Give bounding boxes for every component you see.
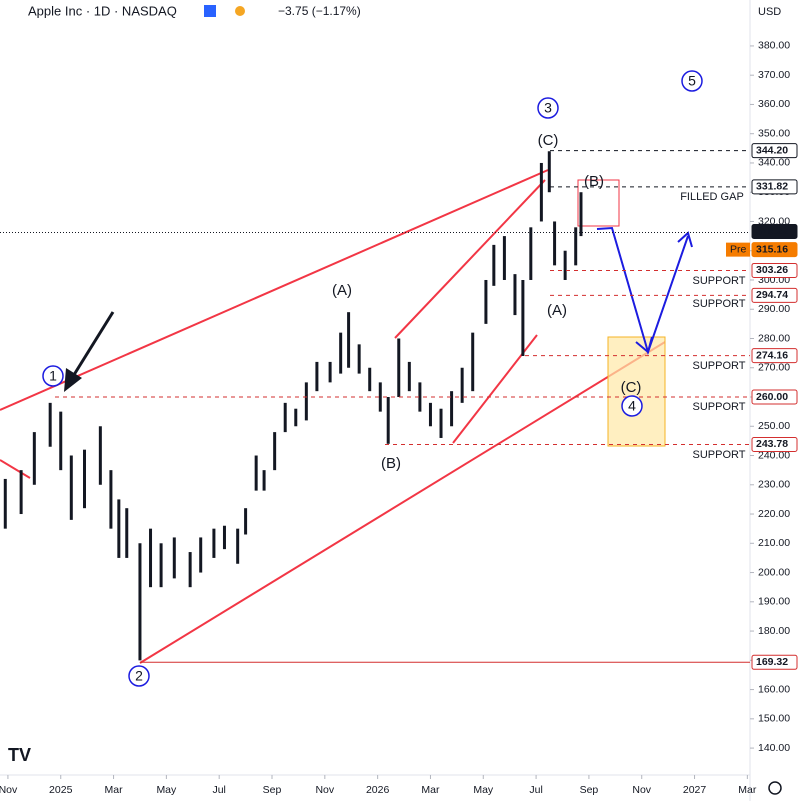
y-tick-label: 380.00 [758,40,790,52]
wave-label: (C) [621,379,642,396]
y-tick-label: 280.00 [758,332,790,344]
x-tick-label: Sep [580,784,599,796]
support-label: SUPPORT [693,275,746,287]
x-tick-label: Sep [263,784,282,796]
settings-icon[interactable] [768,781,782,795]
price-label-box [751,143,798,159]
symbol-title: Apple Inc · 1D · NASDAQ [28,3,177,18]
flag-icon [204,5,216,17]
x-tick-label: May [156,784,177,796]
price-label: 303.26 [756,264,788,276]
price-label-box [751,436,798,452]
x-tick-label: 2025 [49,784,73,796]
y-tick-label: 370.00 [758,69,790,81]
x-tick-label: Nov [315,784,334,796]
y-tick-label: 180.00 [758,625,790,637]
price-label: 331.82 [756,181,788,193]
y-tick-label: 160.00 [758,683,790,695]
target-zone [607,336,666,447]
y-tick-label: 350.00 [758,127,790,139]
trendline [394,179,546,339]
gap-label: FILLED GAP [680,191,744,203]
price-label-box [751,348,798,364]
x-tick-label: 2026 [366,784,390,796]
price-label-box [751,287,798,303]
price-label-box [751,242,798,258]
x-tick-label: Jul [212,784,225,796]
trendline [139,341,666,664]
x-tick-label: Nov [632,784,651,796]
support-label: SUPPORT [693,298,746,310]
drawings [0,169,693,664]
wave-label: 3 [544,100,552,116]
pre-box [726,242,750,257]
y-tick-label: 200.00 [758,566,790,578]
pre-label: Pre [730,243,747,255]
session-icon [235,6,245,16]
wave-circle [128,665,150,687]
price-label-box [751,654,798,670]
y-tick-label: 230.00 [758,479,790,491]
x-tick-label: Mar [738,784,757,796]
y-tick-label: 290.00 [758,303,790,315]
y-tick-label: 190.00 [758,596,790,608]
support-label: SUPPORT [693,360,746,372]
price-label-box [751,224,798,240]
arrow-head [635,336,653,354]
y-tick-label: 360.00 [758,98,790,110]
wave-label: 1 [49,368,57,384]
x-tick-label: May [473,784,494,796]
trendline [0,169,549,411]
wave-circle [681,70,703,92]
wave-label: 2 [135,668,143,684]
arrow [70,311,115,379]
y-tick-label: 210.00 [758,537,790,549]
wave-circle [537,97,559,119]
y-tick-label: 340.00 [758,157,790,169]
price-label: 274.16 [756,349,788,361]
trendline [0,459,31,479]
price-change: −3.75 (−1.17%) [278,4,361,18]
wave-label: 4 [628,398,636,414]
price-label: 243.78 [756,438,788,450]
arrow-head [64,368,82,392]
y-tick-label: 140.00 [758,742,790,754]
x-tick-label: Nov [0,784,18,796]
currency: USD [758,6,781,18]
support-label: SUPPORT [693,449,746,461]
wave-label: (B) [381,455,401,472]
projection-arrow [596,226,689,356]
price-label: 344.20 [756,144,788,156]
x-tick-label: Mar [105,784,124,796]
price-label: 294.74 [756,289,788,301]
price-label-box [751,389,798,405]
y-tick-label: 150.00 [758,713,790,725]
x-tick-label: Jul [529,784,542,796]
price-label: 316.22 [756,225,788,237]
price-label: 169.32 [756,656,788,668]
logo: TV [8,745,31,765]
y-tick-label: 240.00 [758,449,790,461]
wave-label: 5 [688,73,696,89]
wave-label: (A) [332,282,352,299]
wave-label: (B) [584,173,604,190]
wave-circle [621,395,643,417]
price-label: 260.00 [756,391,788,403]
price-label-box [751,179,798,195]
x-tick-label: Mar [421,784,440,796]
wave-circle [42,365,64,387]
y-tick-label: 220.00 [758,508,790,520]
y-tick-label: 250.00 [758,420,790,432]
price-label-box [751,262,798,278]
y-tick-label: 270.00 [758,362,790,374]
x-tick-label: 2027 [683,784,707,796]
support-label: SUPPORT [693,401,746,413]
wave-label: (A) [547,302,567,319]
wave-label: (C) [538,132,559,149]
price-label: 315.16 [756,243,788,255]
gap-box [577,179,620,227]
